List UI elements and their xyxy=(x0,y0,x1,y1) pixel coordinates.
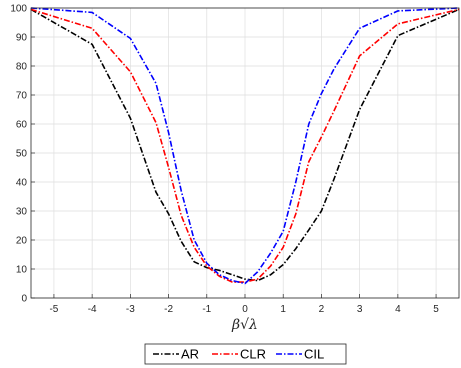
x-tick-label: -1 xyxy=(202,304,211,315)
x-tick-label: 1 xyxy=(280,304,286,315)
series-line-clr xyxy=(30,8,460,283)
series-line-cil xyxy=(30,7,460,285)
y-tick-label: 100 xyxy=(10,4,27,15)
x-tick-label: -4 xyxy=(88,304,97,315)
y-tick-label: 0 xyxy=(21,294,27,305)
y-tick-label: 50 xyxy=(16,149,28,160)
series-layer xyxy=(30,7,460,285)
y-tick-label: 40 xyxy=(16,178,28,189)
x-tick-label: -5 xyxy=(49,304,58,315)
y-tick-label: 70 xyxy=(16,91,28,102)
x-tick-label: 2 xyxy=(319,304,325,315)
x-tick-label: 3 xyxy=(357,304,363,315)
x-tick-label: 0 xyxy=(242,304,248,315)
legend-label-cil: CIL xyxy=(304,347,324,362)
x-tick-label: 5 xyxy=(433,304,439,315)
y-tick-label: 20 xyxy=(16,236,28,247)
x-tick-label: 4 xyxy=(395,304,401,315)
y-tick-label: 30 xyxy=(16,207,28,218)
x-tick-label: -3 xyxy=(126,304,135,315)
x-tick-label: -2 xyxy=(164,304,173,315)
series-line-ar xyxy=(30,8,460,282)
legend-box xyxy=(144,343,347,365)
legend-label-ar: AR xyxy=(181,347,199,362)
legend: AR CLR CIL xyxy=(144,343,347,365)
legend-label-clr: CLR xyxy=(240,347,266,362)
y-tick-label: 80 xyxy=(16,62,28,73)
x-axis-label: β√λ xyxy=(231,317,258,333)
y-tick-label: 60 xyxy=(16,120,28,131)
y-tick-label: 10 xyxy=(16,265,28,276)
y-tick-label: 90 xyxy=(16,33,28,44)
